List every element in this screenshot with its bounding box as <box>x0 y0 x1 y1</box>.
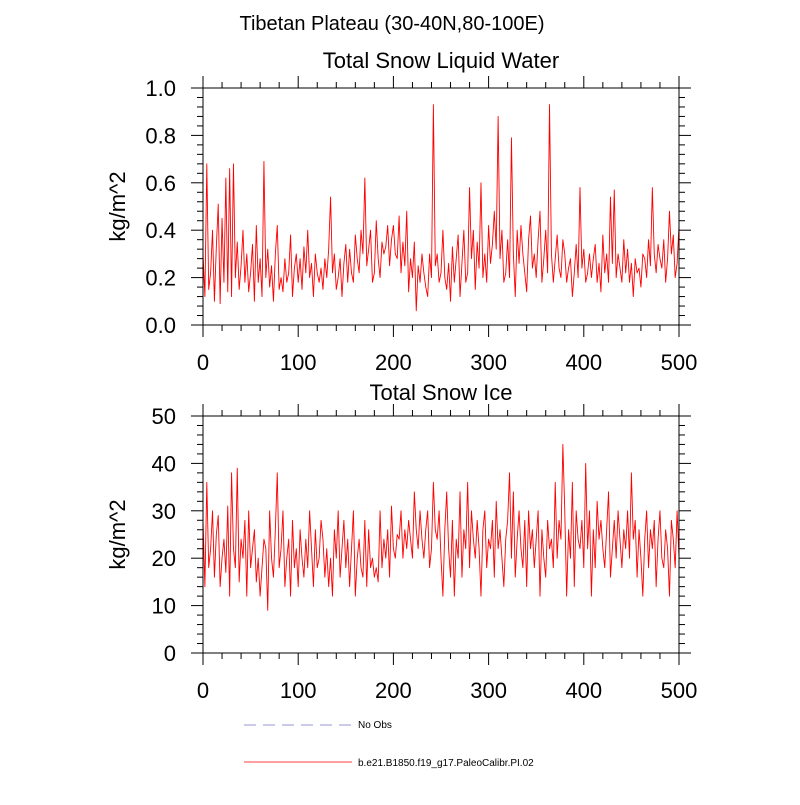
y-tick-label: 0.0 <box>145 313 176 338</box>
legend-label-model-run: b.e21.B1850.f19_g17.PaleoCalibr.PI.02 <box>358 758 534 769</box>
y-tick-label: 0 <box>164 641 176 666</box>
legend: No Obs b.e21.B1850.f19_g17.PaleoCalibr.P… <box>244 720 534 769</box>
x-tick-label: 200 <box>375 350 412 375</box>
x-tick-label: 400 <box>565 350 602 375</box>
legend-label-no-obs: No Obs <box>358 720 392 731</box>
y-tick-label: 10 <box>152 594 176 619</box>
y-tick-label: 40 <box>152 451 176 476</box>
y-tick-label: 30 <box>152 499 176 524</box>
x-tick-label: 500 <box>661 678 698 703</box>
x-tick-label: 400 <box>565 678 602 703</box>
series-line <box>203 104 679 312</box>
x-tick-label: 300 <box>470 350 507 375</box>
x-tick-label: 0 <box>197 350 209 375</box>
y-tick-label: 0.4 <box>145 218 176 243</box>
panel-title: Total Snow Liquid Water <box>323 48 559 73</box>
y-tick-label: 50 <box>152 404 176 429</box>
y-tick-label: 0.2 <box>145 266 176 291</box>
y-axis-label: kg/m^2 <box>105 171 130 241</box>
plot-frame <box>202 87 680 326</box>
x-tick-label: 500 <box>661 350 698 375</box>
series-line <box>203 443 679 611</box>
plot-frame <box>202 415 680 654</box>
y-axis-label: kg/m^2 <box>105 499 130 569</box>
x-tick-label: 200 <box>375 678 412 703</box>
panel-snow-ice: Total Snow Ice kg/m^2 0 100 200 300 400 500 0 10 2… <box>105 380 698 703</box>
x-tick-label: 300 <box>470 678 507 703</box>
x-tick-label: 0 <box>197 678 209 703</box>
y-tick-label: 20 <box>152 546 176 571</box>
panel-snow-liquid-water: Total Snow Liquid Water kg/m^2 0 100 200 300 4… <box>105 48 698 375</box>
panel-title: Total Snow Ice <box>369 380 512 405</box>
figure-title: Tibetan Plateau (30-40N,80-100E) <box>240 13 545 35</box>
x-tick-label: 100 <box>280 678 317 703</box>
y-tick-label: 1.0 <box>145 76 176 101</box>
y-tick-label: 0.8 <box>145 123 176 148</box>
x-tick-label: 100 <box>280 350 317 375</box>
y-tick-label: 0.6 <box>145 171 176 196</box>
